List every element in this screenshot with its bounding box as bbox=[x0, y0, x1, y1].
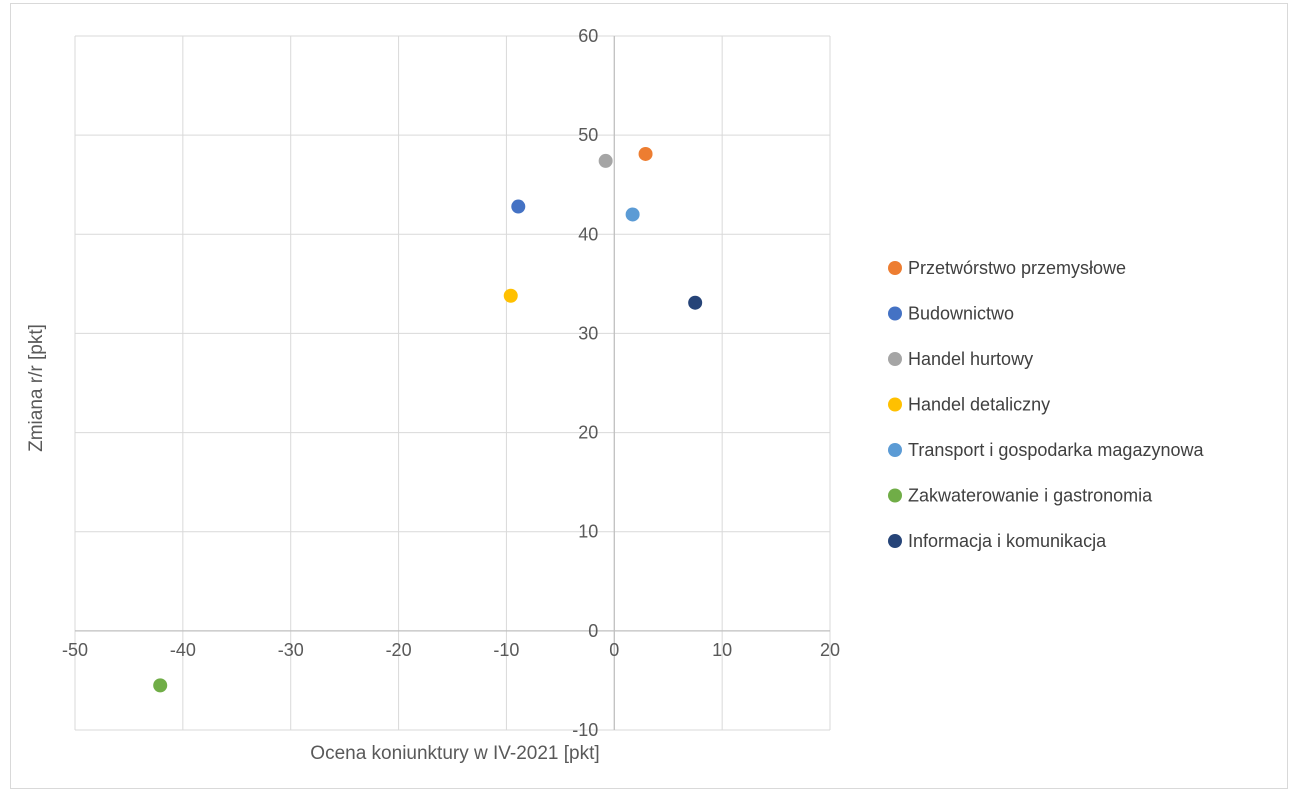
axes bbox=[75, 36, 830, 730]
data-point bbox=[598, 153, 613, 168]
data-points bbox=[153, 146, 703, 693]
y-tick-label: 60 bbox=[578, 26, 598, 46]
legend: Przetwórstwo przemysłowe Budownictwo Hande… bbox=[888, 258, 1204, 551]
legend-marker bbox=[888, 352, 902, 366]
x-tick-label: 10 bbox=[712, 640, 732, 660]
y-tick-label: 30 bbox=[578, 323, 598, 343]
legend-label: Handel detaliczny bbox=[908, 395, 1050, 415]
y-tick-label: 10 bbox=[578, 522, 598, 542]
y-tick-label: 40 bbox=[578, 224, 598, 244]
y-tick-label: 0 bbox=[588, 621, 598, 641]
legend-marker bbox=[888, 488, 902, 503]
legend-marker bbox=[888, 443, 902, 457]
x-tick-label: -50 bbox=[62, 640, 88, 660]
data-point bbox=[503, 288, 518, 303]
y-tick-label: -10 bbox=[572, 720, 598, 740]
legend-label: Zakwaterowanie i gastronomia bbox=[908, 486, 1153, 506]
x-tick-label: 20 bbox=[820, 640, 840, 660]
data-point bbox=[511, 199, 526, 214]
data-point bbox=[638, 146, 653, 161]
y-axis-title: Zmiana r/r [pkt] bbox=[26, 324, 47, 452]
legend-marker bbox=[888, 261, 902, 275]
x-tick-label: -30 bbox=[278, 640, 304, 660]
tick-labels: -50 -40 -30 -20 -10 0 10 20 -10 0 10 20 30 40 50 60 bbox=[62, 26, 840, 740]
x-tick-label: -40 bbox=[170, 640, 196, 660]
legend-label: Budownictwo bbox=[908, 304, 1014, 324]
y-tick-label: 20 bbox=[578, 423, 598, 443]
legend-marker bbox=[888, 534, 902, 548]
gridlines bbox=[74, 35, 831, 731]
x-tick-label: -10 bbox=[493, 640, 519, 660]
legend-label: Transport i gospodarka magazynowa bbox=[908, 440, 1204, 460]
legend-label: Informacja i komunikacja bbox=[908, 531, 1107, 551]
legend-marker bbox=[888, 306, 902, 321]
legend-marker bbox=[888, 397, 902, 412]
legend-label: Handel hurtowy bbox=[908, 349, 1033, 369]
x-axis-title: Ocena koniunktury w IV-2021 [pkt] bbox=[310, 743, 599, 764]
data-point bbox=[153, 678, 168, 693]
data-point bbox=[625, 207, 640, 222]
y-tick-label: 50 bbox=[578, 125, 598, 145]
legend-label: Przetwórstwo przemysłowe bbox=[908, 258, 1126, 278]
x-tick-label: 0 bbox=[609, 640, 619, 660]
chart-frame bbox=[10, 3, 1288, 789]
data-point bbox=[688, 295, 703, 310]
x-tick-label: -20 bbox=[386, 640, 412, 660]
